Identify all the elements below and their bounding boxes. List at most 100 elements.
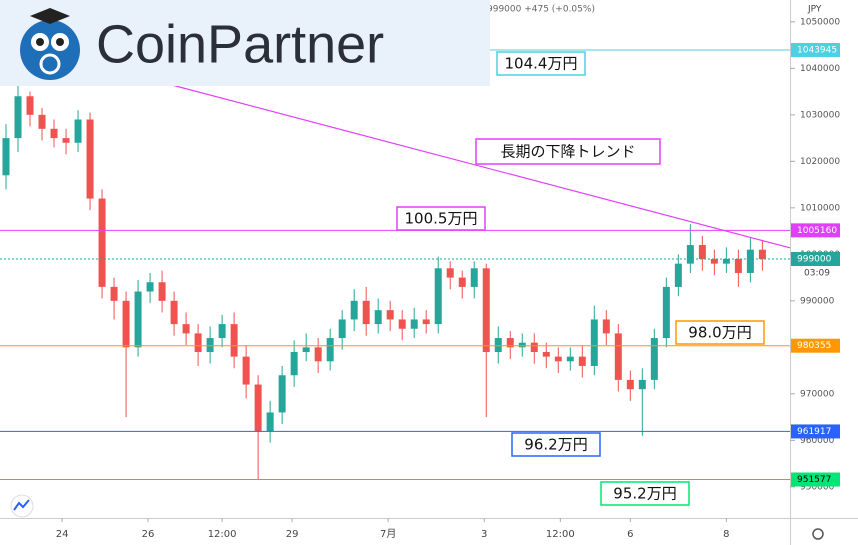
x-tick-label: 26: [142, 529, 155, 540]
candle-body: [38, 114, 46, 129]
header: 値999000 +475 (+0.05%): [478, 3, 595, 15]
candle-body: [134, 291, 142, 348]
candle-body: [590, 319, 598, 366]
candle-body: [362, 300, 370, 325]
annotation-box: [600, 481, 690, 506]
countdown: 03:09: [804, 269, 830, 279]
candle-body: [410, 319, 418, 329]
level-price-label: 1043945: [797, 46, 837, 56]
candle-body: [494, 338, 502, 352]
y-tick-label: 1010000: [800, 203, 840, 213]
candle-body: [302, 347, 310, 352]
settings-icon[interactable]: [812, 528, 824, 540]
candle-body: [674, 263, 682, 287]
candle-body: [686, 245, 694, 264]
candle-body: [350, 300, 358, 320]
candle-body: [434, 268, 442, 325]
y-tick-label: 970000: [800, 389, 835, 399]
candle-body: [290, 351, 298, 376]
level-price-label: 980355: [797, 341, 831, 351]
logo-owl: [20, 20, 80, 80]
annotation: 95.2万円: [613, 485, 676, 503]
candle-body: [338, 319, 346, 339]
candle-body: [626, 379, 634, 390]
logo-coin: [39, 53, 61, 75]
candle-body: [746, 249, 754, 273]
x-tick-label: 7月: [380, 528, 396, 540]
candle-body: [62, 138, 70, 143]
candle-body: [578, 356, 586, 366]
trend-annotation-box: [475, 138, 661, 165]
logo-pupil: [56, 38, 64, 46]
candle-body: [206, 338, 214, 352]
candle-body: [554, 356, 562, 362]
candle-body: [542, 351, 550, 357]
candle-body: [722, 259, 730, 264]
candle-body: [518, 342, 526, 348]
trend-line: [170, 84, 791, 249]
candle-body: [14, 96, 22, 139]
level-price-label: 999000: [797, 255, 832, 265]
level-price-label: 961917: [797, 427, 831, 437]
candle-body: [758, 249, 766, 259]
annotation-box: [511, 432, 601, 457]
y-tick-label: 1020000: [800, 157, 840, 167]
candle-body: [242, 356, 250, 385]
candle-body: [470, 268, 478, 287]
candle-body: [26, 96, 34, 115]
level-price-box: [791, 472, 840, 487]
currency: JPY: [807, 5, 822, 15]
x-tick-label: 12:00: [208, 529, 237, 540]
annotation-box: [496, 51, 586, 76]
trend-annotation: 長期の下降トレンド: [500, 143, 635, 161]
candle-body: [530, 342, 538, 352]
logo-pupil: [36, 38, 44, 46]
level-price-label: 951577: [797, 475, 831, 485]
tv-logo-mark: [13, 499, 30, 511]
logo: CoinPartner: [0, 0, 490, 86]
y-tick-label: 1030000: [800, 110, 840, 120]
candle-body: [98, 198, 106, 287]
annotation: 98.0万円: [688, 324, 751, 342]
candle-body: [422, 319, 430, 325]
level-price-box: [791, 252, 840, 266]
candle-body: [2, 138, 10, 176]
annotation: 96.2万円: [524, 436, 587, 454]
countdown-box: [791, 266, 840, 280]
annotation: 100.5万円: [405, 210, 478, 228]
logo-text: CoinPartner: [96, 14, 384, 74]
candle-body: [614, 333, 622, 380]
x-tick-label: 24: [56, 529, 69, 540]
y-tick-label: 960000: [800, 436, 835, 446]
x-tick-label: 12:00: [546, 529, 575, 540]
candle-body: [110, 286, 118, 301]
level-price-box: [791, 424, 840, 439]
y-tick-label: 1050000: [800, 17, 840, 27]
y-tick-label: 990000: [800, 296, 835, 306]
plot-area: [2, 84, 766, 480]
candle-body: [482, 268, 490, 352]
candle-body: [254, 384, 262, 432]
candle-body: [710, 259, 718, 264]
candle-body: [194, 333, 202, 352]
candle-body: [734, 259, 742, 273]
candle-body: [602, 319, 610, 334]
candle-body: [446, 268, 454, 278]
annotation-box: [396, 206, 486, 231]
candle-body: [218, 324, 226, 339]
x-tick-label: 6: [627, 529, 633, 540]
candle-body: [506, 338, 514, 348]
candle-body: [698, 245, 706, 259]
candle-body: [158, 282, 166, 301]
x-tick-label: 8: [723, 529, 729, 540]
candle-body: [86, 119, 94, 199]
candle-body: [386, 310, 394, 320]
candle-body: [50, 128, 58, 139]
logo-cap: [30, 8, 70, 24]
candle-body: [122, 300, 130, 348]
candle-body: [278, 375, 286, 413]
candle-body: [74, 119, 82, 143]
candle-body: [314, 347, 322, 362]
candle-body: [566, 356, 574, 362]
